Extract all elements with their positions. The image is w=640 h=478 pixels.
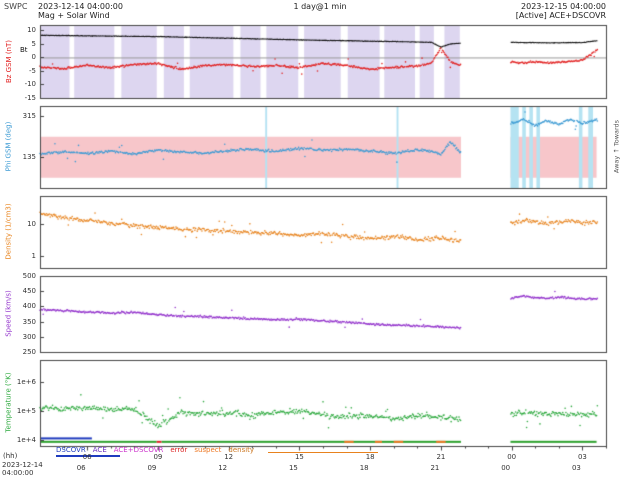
y-tick-label: 350 [22,317,36,326]
legend-item: error [170,446,188,454]
footer-time: 04:00:00 [2,469,34,477]
hour-label-row1: 21 [436,453,446,461]
plot-title: Mag + Solar Wind [38,11,110,20]
y-tick-label: 10 [27,220,36,229]
cadence-label: 1 day@1 min [293,2,347,11]
hour-label-row2: 03 [571,464,581,472]
phi-axis-title: Phi GSM (deg) [4,121,13,172]
away-towards-label: Away ↑ Towards [612,119,621,174]
hour-label-row1: 03 [577,453,587,461]
y-tick-label: 315 [22,112,36,121]
legend: DSCOVR ACE ACE+DSCOVR error suspect density [56,446,254,454]
y-tick-label: -15 [24,94,36,102]
footer-date: 2023-12-14 [2,461,43,469]
end-datetime: 2023-12-15 04:00:00 [521,2,606,11]
hour-label-row2: 06 [76,464,86,472]
legend-item: ACE+DSCOVR [113,446,164,454]
bt-axis-title: Bt [20,46,28,54]
y-tick-label: 10 [27,26,36,35]
y-tick-label: -10 [24,80,36,89]
hour-label-row2: 00 [501,464,511,472]
y-tick-label: 1e+4 [16,435,36,444]
legend-item: density [228,446,255,454]
hour-label-row1: 12 [224,453,234,461]
y-tick-label: 1e+5 [16,406,36,415]
y-tick-label: 450 [22,287,36,296]
hour-label-row2: 18 [359,464,369,472]
bz-axis-title: Bz GSM (nT) [4,39,13,83]
speed-axis-title: Speed (km/s) [4,290,13,337]
y-tick-label: 5 [31,39,36,48]
y-tick-label: 300 [22,332,36,341]
hour-label-row1: 09 [153,453,163,461]
app-label: SWPC [4,2,28,11]
hour-label-row2: 15 [288,464,298,472]
start-datetime: 2023-12-14 04:00:00 [38,2,123,11]
hour-label-row2: 09 [147,464,157,472]
y-tick-label: 0 [31,53,36,62]
legend-item: ACE [92,446,107,454]
hour-label-row1: 15 [294,453,304,461]
hour-label-row1: 00 [507,453,517,461]
temperature-axis-title: Temperature (°K) [4,372,13,433]
y-tick-label: 500 [22,272,36,280]
y-tick-label: 135 [22,153,36,162]
y-tick-label: -5 [29,66,36,75]
density-axis-title: Density (1/cm3) [4,203,13,260]
y-tick-label: 1e+6 [16,378,36,387]
hour-label-row1: 18 [365,453,375,461]
hour-label-row2: 21 [430,464,440,472]
legend-dscovr-bar [56,455,120,457]
legend-density-bar [268,452,378,453]
status-label: [Active] ACE+DSCOVR [515,11,606,20]
legend-item: DSCOVR [56,446,86,454]
hh-axis-label: (hh) [3,452,18,460]
legend-item: suspect [194,446,222,454]
y-tick-label: 250 [22,348,36,356]
hour-label-row2: 12 [218,464,228,472]
y-tick-label: 400 [22,302,36,311]
hour-label-row1: 06 [82,453,92,461]
y-tick-label: 1 [31,251,36,260]
